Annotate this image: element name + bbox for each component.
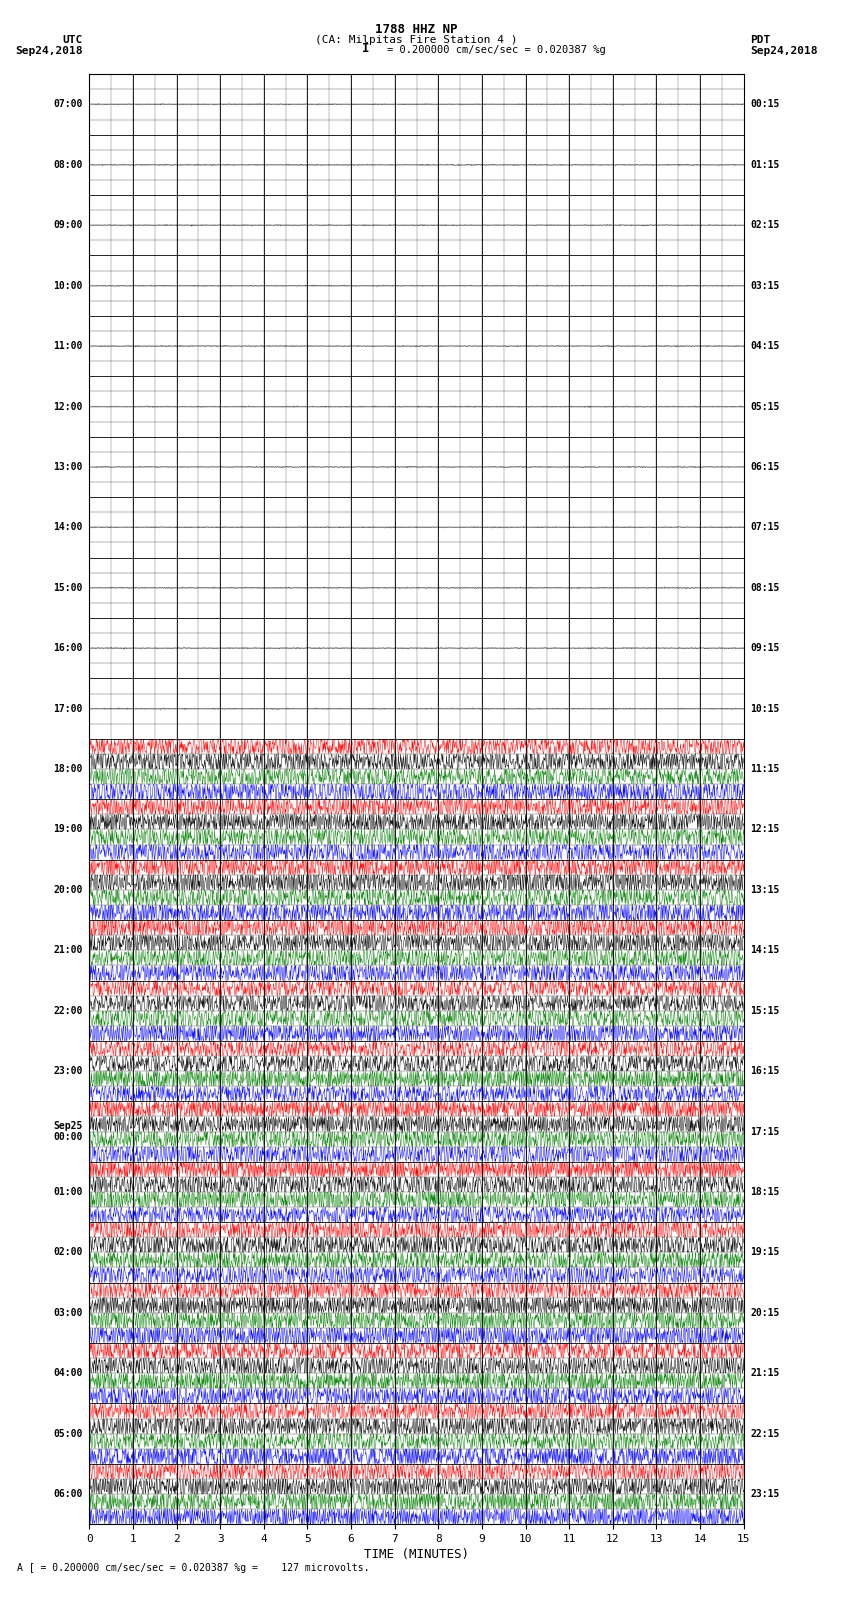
Text: 21:00: 21:00 <box>53 945 82 955</box>
Text: 00:15: 00:15 <box>751 100 780 110</box>
Text: 09:00: 09:00 <box>53 221 82 231</box>
Text: 02:15: 02:15 <box>751 221 780 231</box>
Text: Sep24,2018: Sep24,2018 <box>15 47 82 56</box>
Text: 01:00: 01:00 <box>53 1187 82 1197</box>
Text: 13:00: 13:00 <box>53 461 82 473</box>
Text: 10:15: 10:15 <box>751 703 780 713</box>
X-axis label: TIME (MINUTES): TIME (MINUTES) <box>364 1548 469 1561</box>
Text: 18:00: 18:00 <box>53 765 82 774</box>
Text: 05:15: 05:15 <box>751 402 780 411</box>
Text: 13:15: 13:15 <box>751 886 780 895</box>
Text: 05:00: 05:00 <box>53 1429 82 1439</box>
Text: 17:00: 17:00 <box>53 703 82 713</box>
Text: 04:00: 04:00 <box>53 1368 82 1378</box>
Text: 07:00: 07:00 <box>53 100 82 110</box>
Text: PDT: PDT <box>751 35 771 45</box>
Text: 03:15: 03:15 <box>751 281 780 290</box>
Text: 20:15: 20:15 <box>751 1308 780 1318</box>
Text: 01:15: 01:15 <box>751 160 780 169</box>
Text: 10:00: 10:00 <box>53 281 82 290</box>
Text: 15:15: 15:15 <box>751 1007 780 1016</box>
Text: 16:00: 16:00 <box>53 644 82 653</box>
Text: 14:00: 14:00 <box>53 523 82 532</box>
Text: Sep25
00:00: Sep25 00:00 <box>53 1121 82 1142</box>
Text: 06:15: 06:15 <box>751 461 780 473</box>
Text: I: I <box>362 42 369 55</box>
Text: 22:15: 22:15 <box>751 1429 780 1439</box>
Text: 04:15: 04:15 <box>751 340 780 352</box>
Text: 19:15: 19:15 <box>751 1247 780 1258</box>
Text: Sep24,2018: Sep24,2018 <box>751 47 818 56</box>
Text: 08:00: 08:00 <box>53 160 82 169</box>
Text: 12:00: 12:00 <box>53 402 82 411</box>
Text: 11:15: 11:15 <box>751 765 780 774</box>
Text: 18:15: 18:15 <box>751 1187 780 1197</box>
Text: 20:00: 20:00 <box>53 886 82 895</box>
Text: 23:00: 23:00 <box>53 1066 82 1076</box>
Text: 03:00: 03:00 <box>53 1308 82 1318</box>
Text: 23:15: 23:15 <box>751 1489 780 1498</box>
Text: A [ = 0.200000 cm/sec/sec = 0.020387 %g =    127 microvolts.: A [ = 0.200000 cm/sec/sec = 0.020387 %g … <box>17 1563 370 1573</box>
Text: 1788 HHZ NP: 1788 HHZ NP <box>375 23 458 37</box>
Text: 07:15: 07:15 <box>751 523 780 532</box>
Text: 12:15: 12:15 <box>751 824 780 834</box>
Text: 09:15: 09:15 <box>751 644 780 653</box>
Text: UTC: UTC <box>62 35 82 45</box>
Text: 21:15: 21:15 <box>751 1368 780 1378</box>
Text: 02:00: 02:00 <box>53 1247 82 1258</box>
Text: 16:15: 16:15 <box>751 1066 780 1076</box>
Text: 11:00: 11:00 <box>53 340 82 352</box>
Text: 17:15: 17:15 <box>751 1126 780 1137</box>
Text: = 0.200000 cm/sec/sec = 0.020387 %g: = 0.200000 cm/sec/sec = 0.020387 %g <box>387 45 605 55</box>
Text: 14:15: 14:15 <box>751 945 780 955</box>
Text: 19:00: 19:00 <box>53 824 82 834</box>
Text: 15:00: 15:00 <box>53 582 82 592</box>
Text: (CA: Milpitas Fire Station 4 ): (CA: Milpitas Fire Station 4 ) <box>315 35 518 45</box>
Text: 08:15: 08:15 <box>751 582 780 592</box>
Text: 22:00: 22:00 <box>53 1007 82 1016</box>
Text: 06:00: 06:00 <box>53 1489 82 1498</box>
